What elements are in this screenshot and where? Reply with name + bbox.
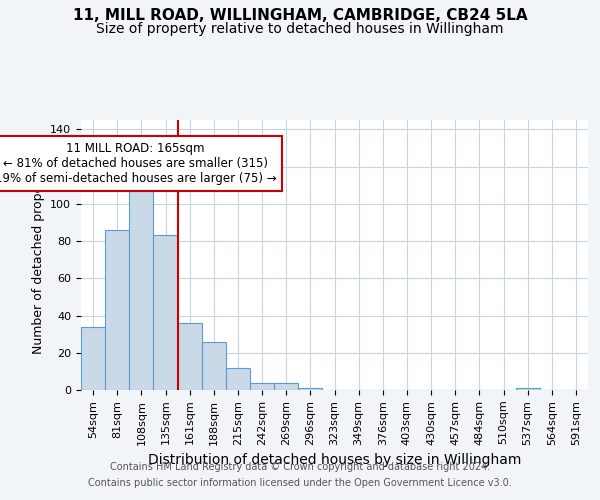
Bar: [129, 191, 154, 390]
Text: Size of property relative to detached houses in Willingham: Size of property relative to detached ho…: [96, 22, 504, 36]
Bar: [250, 382, 274, 390]
Bar: [202, 342, 226, 390]
Bar: [81, 326, 105, 390]
Bar: [515, 388, 540, 390]
Bar: [154, 236, 178, 390]
Text: 11 MILL ROAD: 165sqm
← 81% of detached houses are smaller (315)
19% of semi-deta: 11 MILL ROAD: 165sqm ← 81% of detached h…: [0, 142, 276, 186]
Y-axis label: Number of detached properties: Number of detached properties: [32, 156, 44, 354]
Text: Contains HM Land Registry data © Crown copyright and database right 2024.: Contains HM Land Registry data © Crown c…: [110, 462, 490, 472]
Text: 11, MILL ROAD, WILLINGHAM, CAMBRIDGE, CB24 5LA: 11, MILL ROAD, WILLINGHAM, CAMBRIDGE, CB…: [73, 8, 527, 22]
Bar: [226, 368, 250, 390]
Bar: [274, 382, 298, 390]
Bar: [105, 230, 129, 390]
X-axis label: Distribution of detached houses by size in Willingham: Distribution of detached houses by size …: [148, 453, 521, 467]
Text: Contains public sector information licensed under the Open Government Licence v3: Contains public sector information licen…: [88, 478, 512, 488]
Bar: [298, 388, 322, 390]
Bar: [178, 323, 202, 390]
